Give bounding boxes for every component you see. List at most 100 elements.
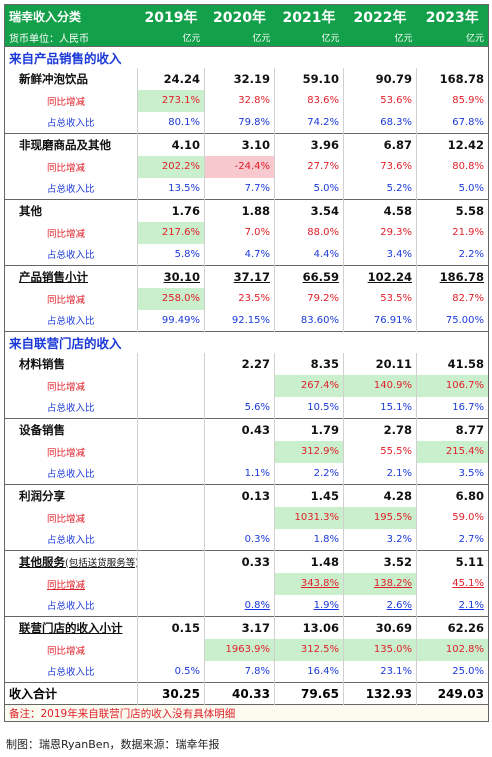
table-cell: 3.10	[204, 133, 275, 156]
table-note: 备注：2019年来自联营门店的收入没有具体明细	[4, 704, 489, 722]
table-row: 非现磨商品及其他 4.10 3.10 3.96 6.87 12.42	[4, 133, 489, 156]
table-cell: 32.19	[204, 67, 275, 90]
table-cell	[204, 440, 275, 463]
table-cell: 0.43	[204, 418, 275, 441]
table-cell: 6.87	[343, 133, 417, 156]
table-cell: 312.5%	[274, 638, 344, 661]
table-cell: 13.06	[274, 616, 344, 639]
row-label: 设备销售	[4, 418, 138, 441]
table-cell: 53.6%	[343, 89, 417, 112]
table-cell: 8.35	[274, 352, 344, 375]
table-cell: 132.93	[343, 682, 417, 705]
unit-label: 亿元	[137, 28, 205, 47]
header-row: 瑞幸收入分类 2019年 2020年 2021年 2022年 2023年	[4, 4, 489, 29]
table-cell: 135.0%	[343, 638, 417, 661]
table-row: 其他服务(包括送货服务等) 0.33 1.48 3.52 5.11	[4, 550, 489, 573]
table-row: 新鲜冲泡饮品 24.24 32.19 59.10 90.79 168.78	[4, 67, 489, 90]
table-cell: 5.6%	[204, 396, 275, 419]
table-cell: 202.2%	[137, 155, 205, 178]
table-cell: 20.11	[343, 352, 417, 375]
table-cell: 1.48	[274, 550, 344, 573]
table-row-yoy: 同比增减 258.0% 23.5% 79.2% 53.5% 82.7%	[4, 287, 489, 310]
table-cell: 186.78	[416, 265, 489, 288]
yoy-label: 同比增减	[4, 155, 138, 178]
table-cell: 2.2%	[274, 462, 344, 485]
table-cell: 168.78	[416, 67, 489, 90]
table-cell: 2.7%	[416, 528, 489, 551]
share-label: 占总收入比	[4, 462, 138, 485]
table-cell: 343.8%	[274, 572, 344, 595]
table-cell: 25.0%	[416, 660, 489, 683]
table-cell: 4.4%	[274, 243, 344, 266]
table-cell: 75.00%	[416, 309, 489, 332]
yoy-label: 同比增减	[4, 440, 138, 463]
table-cell: 13.5%	[137, 177, 205, 200]
table-cell: 1031.3%	[274, 506, 344, 529]
year-header: 2021年	[274, 4, 344, 29]
table-cell: 3.2%	[343, 528, 417, 551]
table-cell: 249.03	[416, 682, 489, 705]
unit-label: 亿元	[343, 28, 417, 47]
table-cell: 83.6%	[274, 89, 344, 112]
share-label: 占总收入比	[4, 660, 138, 683]
table-cell: 5.0%	[416, 177, 489, 200]
share-label: 占总收入比	[4, 528, 138, 551]
table-cell	[137, 506, 205, 529]
table-cell: 258.0%	[137, 287, 205, 310]
table-cell: 4.10	[137, 133, 205, 156]
section-title: 来自产品销售的收入	[4, 46, 489, 68]
note-row: 备注：2019年来自联营门店的收入没有具体明细	[4, 704, 489, 722]
table-cell: 55.5%	[343, 440, 417, 463]
unit-label: 亿元	[204, 28, 275, 47]
table-cell: 5.11	[416, 550, 489, 573]
table-cell: 45.1%	[416, 572, 489, 595]
yoy-label: 同比增减	[4, 506, 138, 529]
table-cell: 2.78	[343, 418, 417, 441]
table-cell: 82.7%	[416, 287, 489, 310]
section-title: 来自联营门店的收入	[4, 331, 489, 353]
table-cell: 10.5%	[274, 396, 344, 419]
table-cell	[137, 418, 205, 441]
table-cell: 79.65	[274, 682, 344, 705]
table-cell: 267.4%	[274, 374, 344, 397]
table-cell: 1.45	[274, 484, 344, 507]
table-cell	[137, 352, 205, 375]
year-header: 2019年	[137, 4, 205, 29]
section-header-product: 来自产品销售的收入	[4, 46, 489, 68]
table-cell: 138.2%	[343, 572, 417, 595]
table-cell: 7.7%	[204, 177, 275, 200]
table-cell: 59.0%	[416, 506, 489, 529]
row-label: 其他服务(包括送货服务等)	[4, 550, 138, 573]
table-cell: 102.8%	[416, 638, 489, 661]
table-cell: 7.0%	[204, 221, 275, 244]
table-cell: 12.42	[416, 133, 489, 156]
share-label: 占总收入比	[4, 309, 138, 332]
table-cell: 3.54	[274, 199, 344, 222]
table-cell: 16.7%	[416, 396, 489, 419]
table-cell: 1963.9%	[204, 638, 275, 661]
table-cell: 5.2%	[343, 177, 417, 200]
row-label: 材料销售	[4, 352, 138, 375]
table-cell: 5.58	[416, 199, 489, 222]
revenue-table: 瑞幸收入分类 2019年 2020年 2021年 2022年 2023年 货币单…	[4, 4, 489, 722]
table-cell: 5.0%	[274, 177, 344, 200]
table-cell: 90.79	[343, 67, 417, 90]
table-cell: 30.25	[137, 682, 205, 705]
table-cell	[137, 374, 205, 397]
table-cell: 66.59	[274, 265, 344, 288]
table-row-share: 占总收入比 0.5% 7.8% 16.4% 23.1% 25.0%	[4, 660, 489, 683]
table-cell: 27.7%	[274, 155, 344, 178]
table-cell: 3.96	[274, 133, 344, 156]
table-cell: 3.5%	[416, 462, 489, 485]
row-label: 新鲜冲泡饮品	[4, 67, 138, 90]
table-cell: 3.52	[343, 550, 417, 573]
table-cell: 23.1%	[343, 660, 417, 683]
table-cell: 312.9%	[274, 440, 344, 463]
table-cell: 106.7%	[416, 374, 489, 397]
table-row-share: 占总收入比 5.8% 4.7% 4.4% 3.4% 2.2%	[4, 243, 489, 266]
row-label-note: (包括送货服务等)	[65, 557, 138, 569]
table-cell: 0.5%	[137, 660, 205, 683]
share-label: 占总收入比	[4, 243, 138, 266]
share-label: 占总收入比	[4, 177, 138, 200]
table-cell: 140.9%	[343, 374, 417, 397]
